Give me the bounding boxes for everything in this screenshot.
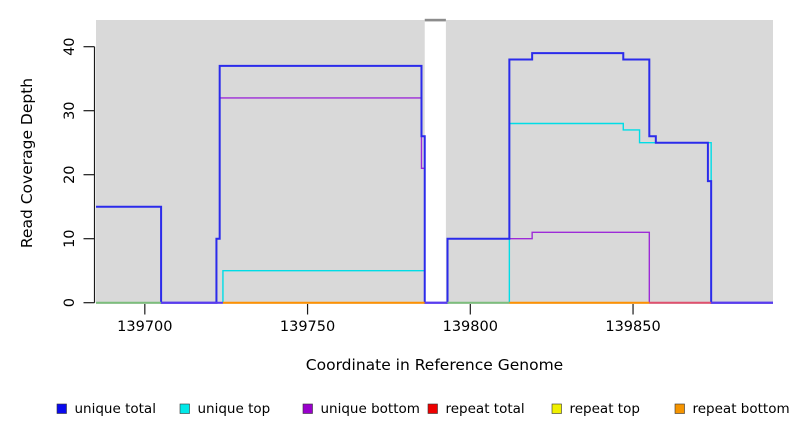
series-unique-total (96, 52, 773, 304)
y-tick-label: 10 (62, 229, 78, 247)
legend-swatch-unique-total (56, 403, 67, 414)
gap-top-marker (424, 18, 446, 22)
y-tick-label: 30 (62, 101, 78, 119)
legend-label-unique-top: unique top (198, 401, 271, 417)
x-axis-title: Coordinate in Reference Genome (305, 356, 564, 374)
legend-label-repeat-top: repeat top (570, 401, 640, 417)
legend-swatch-repeat-bottom (674, 403, 685, 414)
x-tick-label: 139800 (443, 319, 498, 335)
y-tick-label: 20 (62, 165, 78, 183)
legend-swatch-repeat-top (551, 403, 562, 414)
y-tick-label: 40 (62, 37, 78, 55)
y-tick-label: 0 (62, 298, 78, 307)
legend-swatch-repeat-total (427, 403, 438, 414)
legend-label-repeat-bottom: repeat bottom (693, 401, 790, 417)
y-axis-title: Read Coverage Depth (18, 77, 36, 249)
x-tick-label: 139850 (605, 319, 660, 335)
legend-label-unique-bottom: unique bottom (321, 401, 420, 417)
x-tick-label: 139700 (117, 319, 172, 335)
legend-swatch-unique-top (179, 403, 190, 414)
legend-label-unique-total: unique total (75, 401, 156, 417)
legend-swatch-unique-bottom (302, 403, 313, 414)
legend-label-repeat-total: repeat total (446, 401, 525, 417)
x-tick-label: 139750 (280, 319, 335, 335)
coverage-gap-region (424, 20, 446, 304)
